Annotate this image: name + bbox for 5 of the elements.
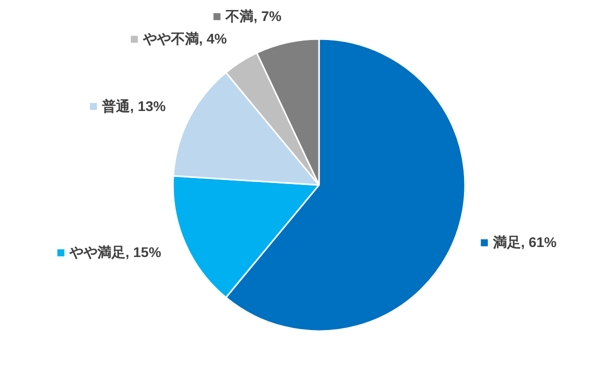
legend-label: 普通, 13% bbox=[100, 98, 166, 114]
legend-label: やや満足, 15% bbox=[68, 244, 162, 260]
legend-label: やや不満, 4% bbox=[142, 30, 228, 47]
legend-label: 満足, 61% bbox=[492, 234, 558, 250]
legend-label: 不満, 7% bbox=[224, 8, 282, 24]
